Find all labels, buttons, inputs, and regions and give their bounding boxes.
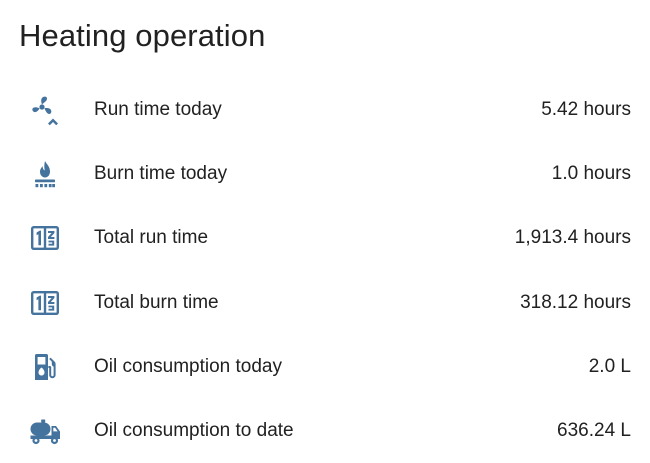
entity-row-total-burn-time[interactable]: Total burn time 318.12 hours xyxy=(0,271,650,335)
entity-row-oil-consumption-to-date[interactable]: Oil consumption to date 636.24 L xyxy=(0,399,650,463)
entity-label: Run time today xyxy=(94,99,222,121)
fan-chevron-up-icon xyxy=(28,93,62,127)
entity-list: Run time today 5.42 hours B xyxy=(0,78,650,463)
tanker-truck-icon xyxy=(28,414,62,448)
entity-value: 636.24 L xyxy=(557,420,631,442)
entity-value: 5.42 hours xyxy=(541,99,631,121)
entities-card: Heating operation Run time today 5.42 ho… xyxy=(19,18,631,445)
entity-row-burn-time-today[interactable]: Burn time today 1.0 hours xyxy=(0,142,650,206)
entity-label: Oil consumption today xyxy=(94,355,282,377)
entity-label: Oil consumption to date xyxy=(94,420,294,442)
entity-row-run-time-today[interactable]: Run time today 5.42 hours xyxy=(0,78,650,142)
entity-value: 1.0 hours xyxy=(551,163,631,185)
entity-label: Total run time xyxy=(94,227,209,249)
gas-burner-icon xyxy=(28,157,62,191)
gas-station-icon xyxy=(28,350,62,384)
entity-label: Burn time today xyxy=(94,163,228,185)
entity-label: Total burn time xyxy=(94,291,219,313)
counter-icon xyxy=(28,286,62,320)
entity-value: 2.0 L xyxy=(588,355,631,377)
entity-value: 318.12 hours xyxy=(520,291,631,313)
entity-row-total-run-time[interactable]: Total run time 1,913.4 hours xyxy=(0,206,650,270)
entity-value: 1,913.4 hours xyxy=(514,227,631,249)
counter-icon xyxy=(28,221,62,255)
card-title: Heating operation xyxy=(19,18,266,53)
entity-row-oil-consumption-today[interactable]: Oil consumption today 2.0 L xyxy=(0,335,650,399)
